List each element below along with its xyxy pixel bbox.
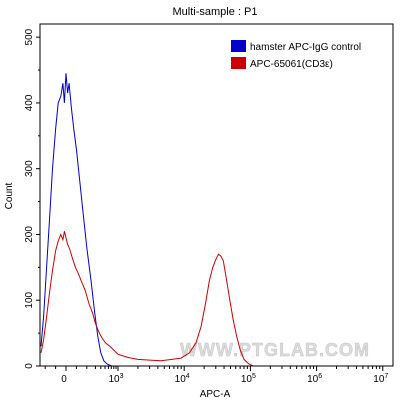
y-tick-label: 0: [24, 363, 35, 369]
x-tick-label: 103: [108, 373, 123, 385]
x-tick-label: 104: [175, 373, 190, 385]
x-tick-label: 107: [373, 373, 388, 385]
x-tick-label: 105: [241, 373, 256, 385]
x-tick-label: 0: [61, 374, 67, 385]
y-tick-label: 500: [24, 28, 35, 45]
legend: hamster APC-IgG control APC-65061(CD3ε): [231, 40, 361, 70]
series-line-1: [40, 73, 112, 367]
y-tick-label: 100: [24, 291, 35, 308]
watermark: WWW.PTGLAB.COM: [180, 340, 370, 360]
chart-title: Multi-sample : P1: [173, 6, 258, 18]
legend-label-1: hamster APC-IgG control: [250, 42, 361, 53]
x-axis: 0 103 104 105 106 107: [44, 366, 388, 385]
y-tick-label: 200: [24, 226, 35, 243]
legend-swatch-2: [231, 57, 246, 69]
legend-swatch-1: [231, 40, 246, 52]
y-tick-label: 400: [24, 94, 35, 111]
x-axis-label: APC-A: [200, 389, 231, 400]
y-axis-label: Count: [4, 182, 15, 209]
y-axis: 0 100 200 300 400 500: [24, 28, 40, 369]
legend-label-2: APC-65061(CD3ε): [250, 59, 333, 70]
series-line-2: [40, 231, 254, 367]
y-tick-label: 300: [24, 160, 35, 177]
series-layer: [40, 73, 254, 367]
plot-frame: [39, 23, 394, 367]
x-tick-label: 106: [307, 373, 322, 385]
